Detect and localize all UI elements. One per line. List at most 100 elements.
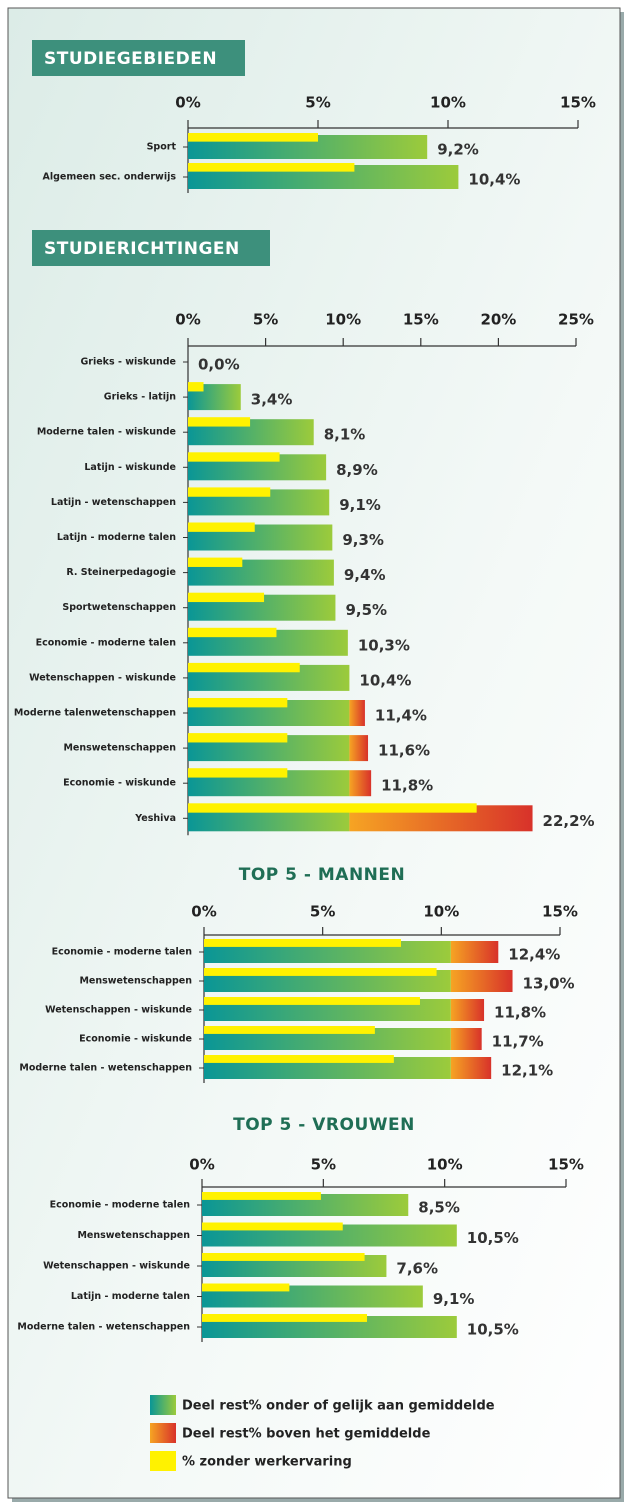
above-average-bar bbox=[349, 700, 365, 726]
no-experience-bar bbox=[202, 1283, 290, 1292]
chart-title: STUDIERICHTINGEN bbox=[44, 239, 240, 259]
x-tick-label: 5% bbox=[311, 1156, 336, 1174]
category-label: Grieks - wiskunde bbox=[81, 357, 177, 368]
above-average-bar bbox=[450, 970, 513, 992]
x-tick-label: 15% bbox=[542, 903, 578, 921]
category-label: Economie - wiskunde bbox=[63, 778, 176, 789]
above-average-bar bbox=[349, 735, 369, 762]
chart-title: TOP 5 - MANNEN bbox=[239, 865, 406, 885]
no-experience-bar bbox=[188, 733, 288, 743]
value-label: 9,1% bbox=[433, 1290, 475, 1308]
no-experience-bar bbox=[188, 382, 204, 392]
x-tick-label: 10% bbox=[427, 1156, 463, 1174]
x-tick-label: 5% bbox=[253, 311, 278, 329]
value-label: 11,8% bbox=[494, 1004, 546, 1022]
no-experience-bar bbox=[202, 1253, 365, 1261]
above-average-bar bbox=[450, 941, 499, 963]
value-label: 8,5% bbox=[418, 1199, 460, 1217]
title-box bbox=[32, 40, 245, 76]
chart-title: STUDIEGEBIEDEN bbox=[44, 49, 217, 69]
above-average-bar bbox=[349, 770, 372, 797]
value-label: 11,6% bbox=[378, 742, 430, 760]
value-label: 11,4% bbox=[375, 707, 427, 725]
chart-title: TOP 5 - VROUWEN bbox=[233, 1115, 415, 1135]
category-label: Economie - wiskunde bbox=[79, 1034, 192, 1045]
x-tick-label: 0% bbox=[191, 903, 216, 921]
no-experience-bar bbox=[188, 698, 288, 708]
category-label: Menswetenschappen bbox=[79, 976, 192, 987]
value-label: 10,5% bbox=[467, 1321, 519, 1339]
value-label: 11,7% bbox=[492, 1033, 544, 1051]
no-experience-bar bbox=[188, 452, 280, 462]
x-tick-label: 20% bbox=[480, 311, 516, 329]
legend-label: Deel rest% boven het gemiddelde bbox=[182, 1427, 431, 1442]
category-label: Moderne talen - wetenschappen bbox=[19, 1063, 192, 1074]
value-label: 12,4% bbox=[508, 946, 560, 964]
no-experience-bar bbox=[202, 1314, 368, 1322]
no-experience-bar bbox=[188, 163, 355, 172]
no-experience-bar bbox=[204, 968, 437, 976]
value-label: 8,9% bbox=[336, 461, 378, 479]
x-tick-label: 0% bbox=[189, 1156, 214, 1174]
value-label: 7,6% bbox=[396, 1260, 438, 1278]
x-tick-label: 0% bbox=[175, 94, 200, 112]
no-experience-bar bbox=[188, 768, 288, 778]
category-label: Economie - moderne talen bbox=[52, 947, 193, 958]
category-label: Economie - moderne talen bbox=[50, 1200, 191, 1211]
no-experience-bar bbox=[188, 557, 243, 567]
legend-swatch bbox=[150, 1423, 176, 1443]
x-tick-label: 10% bbox=[423, 903, 459, 921]
value-label: 10,5% bbox=[467, 1229, 519, 1247]
x-tick-label: 15% bbox=[403, 311, 439, 329]
category-label: Latijn - moderne talen bbox=[57, 532, 176, 543]
value-label: 22,2% bbox=[543, 812, 595, 830]
category-label: Economie - moderne talen bbox=[36, 637, 177, 648]
category-label: Wetenschappen - wiskunde bbox=[45, 1005, 192, 1016]
category-label: Menswetenschappen bbox=[63, 743, 176, 754]
above-average-bar bbox=[450, 999, 485, 1021]
no-experience-bar bbox=[204, 1055, 394, 1063]
title-box bbox=[32, 230, 270, 266]
no-experience-bar bbox=[188, 662, 300, 673]
value-label: 0,0% bbox=[198, 356, 240, 374]
category-label: Sportwetenschappen bbox=[62, 602, 176, 613]
category-label: Menswetenschappen bbox=[77, 1230, 190, 1241]
category-label: Yeshiva bbox=[134, 813, 176, 824]
value-label: 9,3% bbox=[342, 531, 384, 549]
no-experience-bar bbox=[188, 803, 477, 813]
value-label: 13,0% bbox=[523, 975, 575, 993]
x-tick-label: 10% bbox=[325, 311, 361, 329]
no-experience-bar bbox=[202, 1222, 343, 1231]
value-label: 8,1% bbox=[324, 426, 366, 444]
value-label: 3,4% bbox=[251, 391, 293, 409]
legend-label: % zonder werkervaring bbox=[182, 1455, 352, 1470]
no-experience-bar bbox=[204, 1026, 375, 1034]
category-label: Moderne talen - wiskunde bbox=[37, 427, 176, 438]
category-label: Latijn - wetenschappen bbox=[51, 497, 176, 508]
value-label: 11,8% bbox=[381, 777, 433, 795]
x-tick-label: 5% bbox=[310, 903, 335, 921]
no-experience-bar bbox=[204, 997, 420, 1005]
value-label: 10,4% bbox=[468, 171, 520, 189]
value-label: 9,2% bbox=[437, 141, 479, 159]
legend-swatch bbox=[150, 1451, 176, 1471]
category-label: Moderne talenwetenschappen bbox=[14, 708, 176, 719]
category-label: R. Steinerpedagogie bbox=[66, 567, 176, 578]
no-experience-bar bbox=[188, 592, 265, 603]
x-tick-label: 25% bbox=[558, 311, 594, 329]
category-label: Wetenschappen - wiskunde bbox=[29, 672, 176, 683]
x-tick-label: 15% bbox=[560, 94, 596, 112]
category-label: Algemeen sec. onderwijs bbox=[42, 172, 176, 183]
category-label: Wetenschappen - wiskunde bbox=[43, 1261, 190, 1272]
x-tick-label: 15% bbox=[548, 1156, 584, 1174]
no-experience-bar bbox=[188, 487, 271, 497]
above-average-bar bbox=[450, 1057, 492, 1079]
no-experience-bar bbox=[188, 133, 318, 142]
no-experience-bar bbox=[188, 522, 255, 532]
value-label: 12,1% bbox=[501, 1062, 553, 1080]
value-label: 9,1% bbox=[339, 496, 381, 514]
no-experience-bar bbox=[202, 1192, 321, 1200]
no-experience-bar bbox=[204, 939, 401, 947]
category-label: Moderne talen - wetenschappen bbox=[17, 1322, 190, 1333]
above-average-bar bbox=[450, 1028, 482, 1050]
